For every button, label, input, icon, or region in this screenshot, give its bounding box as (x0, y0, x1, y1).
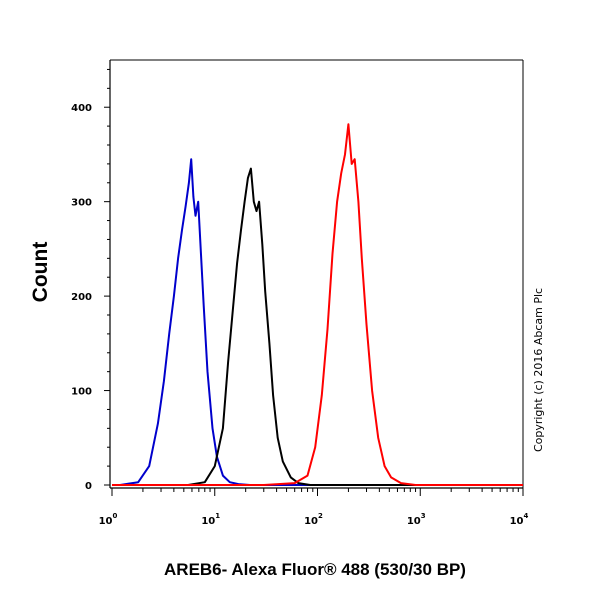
data-point (177, 257, 179, 259)
data-point (272, 394, 274, 396)
histogram-series-1 (112, 158, 523, 486)
data-point (222, 427, 224, 429)
data-point (277, 437, 279, 439)
data-point (306, 475, 309, 477)
data-point (244, 201, 246, 203)
data-point (400, 482, 402, 484)
data-point (294, 482, 296, 484)
data-point (331, 253, 334, 255)
data-point (282, 460, 284, 462)
data-point (263, 484, 265, 486)
copyright-notice: Copyright (c) 2016 Abcam Plc (532, 288, 545, 452)
data-point (192, 196, 194, 198)
data-point (258, 201, 260, 203)
data-point (236, 262, 238, 264)
data-point (336, 201, 338, 203)
data-point (314, 446, 316, 448)
data-point (365, 323, 368, 325)
data-point (264, 290, 266, 292)
data-point (214, 465, 216, 467)
data-point (181, 229, 183, 231)
data-point (157, 423, 159, 425)
data-point (200, 248, 202, 250)
y-tick-label: 0 (85, 481, 92, 492)
data-point (309, 484, 311, 486)
data-point (361, 257, 363, 259)
y-tick-label: 300 (71, 198, 92, 209)
data-point (232, 309, 234, 311)
data-point (185, 205, 187, 207)
data-point (163, 380, 165, 382)
data-point (203, 305, 205, 307)
data-point (297, 482, 299, 484)
data-point (354, 158, 356, 160)
data-point (247, 177, 249, 179)
data-point (390, 476, 392, 478)
data-point (340, 172, 342, 174)
data-point (211, 427, 214, 429)
data-point (321, 394, 323, 396)
data-point (268, 342, 270, 344)
data-point (240, 229, 242, 231)
y-axis-ticks: 0 100 200 300 400 (71, 68, 110, 492)
y-tick-label: 100 (71, 387, 92, 398)
data-point (384, 465, 386, 467)
data-point (222, 475, 224, 477)
histogram-series-2 (112, 167, 523, 486)
x-tick-label: 103 (407, 512, 426, 527)
data-point (344, 153, 346, 155)
data-point (148, 465, 150, 467)
histogram-series-3 (112, 123, 523, 486)
data-point (357, 201, 359, 203)
x-axis-title: AREB6- Alexa Fluor® 488 (530/30 BP) (164, 560, 466, 579)
data-point (250, 168, 252, 170)
data-point (137, 481, 139, 483)
data-point (326, 328, 329, 330)
x-tick-label: 100 (99, 512, 118, 527)
data-point (227, 361, 229, 363)
histogram-series (112, 123, 523, 486)
data-point (204, 481, 206, 483)
y-tick-label: 200 (71, 292, 92, 303)
data-point (255, 210, 258, 212)
data-point (347, 123, 349, 125)
data-point (377, 437, 379, 439)
y-tick-label: 400 (71, 103, 92, 114)
data-point (351, 163, 353, 165)
x-tick-label: 102 (304, 512, 323, 527)
data-point (197, 201, 199, 203)
data-point (194, 215, 197, 217)
data-point (229, 481, 231, 483)
data-point (190, 158, 192, 160)
data-point (290, 476, 292, 478)
x-tick-label: 101 (201, 512, 220, 527)
data-point (414, 484, 417, 486)
data-point (173, 295, 175, 297)
data-point (261, 243, 263, 245)
data-point (188, 182, 190, 184)
data-point (253, 201, 255, 203)
x-tick-label: 104 (510, 512, 529, 527)
y-axis-title: Count (29, 242, 52, 303)
data-point (206, 371, 209, 373)
data-point (168, 333, 170, 335)
data-point (371, 390, 373, 392)
x-axis-ticks: 100 101 102 103 104 (99, 488, 529, 527)
